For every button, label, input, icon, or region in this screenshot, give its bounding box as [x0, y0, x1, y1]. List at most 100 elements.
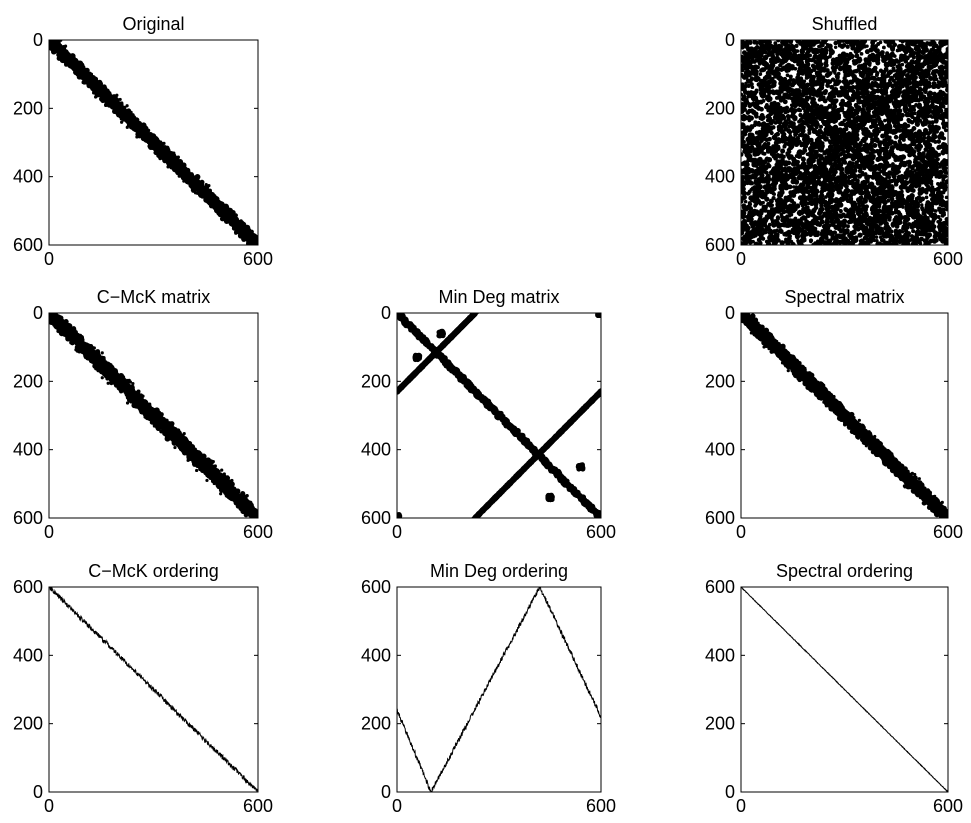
data-point	[746, 83, 751, 88]
data-point	[261, 239, 264, 242]
data-point	[65, 52, 69, 56]
data-point	[91, 88, 96, 93]
data-point	[758, 130, 763, 135]
data-point	[156, 150, 160, 154]
data-point	[818, 124, 824, 129]
plot-area	[741, 40, 948, 245]
data-point	[236, 223, 240, 227]
data-point	[133, 124, 137, 128]
data-point	[885, 51, 890, 56]
data-point	[907, 164, 913, 169]
data-point	[80, 62, 84, 66]
data-point	[811, 242, 815, 245]
data-point	[51, 36, 55, 40]
data-point	[119, 102, 123, 106]
data-point	[118, 115, 123, 119]
data-point	[936, 219, 940, 224]
data-point	[239, 227, 246, 234]
data-point	[211, 201, 215, 205]
data-point	[204, 192, 208, 196]
data-point	[936, 215, 941, 219]
data-point	[135, 135, 139, 139]
y-tick-label: 400	[13, 167, 43, 187]
data-point	[784, 105, 790, 110]
data-point	[156, 143, 162, 149]
data-point	[158, 140, 163, 144]
data-point	[199, 182, 205, 187]
data-point	[813, 226, 818, 231]
data-point	[147, 133, 151, 138]
data-point	[82, 72, 88, 77]
data-point	[195, 174, 199, 178]
data-point	[207, 184, 211, 188]
data-point	[167, 157, 171, 162]
data-point	[80, 68, 85, 73]
data-point	[154, 151, 158, 155]
data-point	[92, 91, 96, 95]
data-point	[75, 69, 80, 73]
data-point	[120, 120, 124, 124]
data-point	[241, 236, 245, 240]
data-point	[50, 36, 54, 40]
data-point	[243, 228, 247, 232]
data-point	[71, 66, 77, 72]
data-point	[819, 219, 825, 225]
data-point	[233, 225, 240, 232]
data-point	[839, 120, 845, 127]
data-point	[815, 179, 822, 185]
data-point	[233, 213, 238, 218]
data-point	[124, 118, 128, 122]
data-point	[928, 75, 934, 82]
data-point	[893, 134, 899, 140]
data-point	[125, 125, 129, 129]
data-point	[140, 123, 145, 127]
data-point	[52, 40, 58, 45]
data-point	[838, 209, 843, 214]
data-point	[50, 40, 54, 44]
data-point	[110, 94, 114, 98]
data-point	[872, 142, 878, 149]
data-point	[141, 135, 145, 139]
data-point	[190, 178, 194, 182]
data-point	[194, 181, 199, 185]
data-point	[875, 239, 879, 243]
data-point	[131, 115, 135, 119]
data-point	[870, 40, 876, 46]
data-point	[100, 91, 105, 96]
data-point	[257, 242, 258, 244]
data-point	[223, 209, 229, 214]
data-point	[227, 218, 233, 224]
data-point	[50, 47, 54, 52]
data-point	[54, 47, 60, 53]
data-point	[136, 130, 140, 134]
data-point	[143, 137, 149, 143]
data-point	[175, 165, 179, 169]
data-point	[904, 68, 908, 73]
data-point	[771, 242, 777, 245]
data-point	[263, 239, 266, 242]
data-point	[870, 211, 875, 216]
data-point	[105, 90, 111, 96]
data-point	[930, 185, 935, 190]
data-point	[204, 182, 208, 187]
data-point	[148, 139, 152, 143]
data-point	[73, 60, 78, 66]
data-point	[44, 42, 48, 46]
x-tick-label: 0	[44, 249, 54, 269]
data-point	[87, 83, 91, 87]
data-point	[891, 78, 896, 83]
data-point	[158, 157, 162, 161]
data-point	[137, 132, 141, 137]
data-point	[111, 103, 115, 108]
data-point	[215, 206, 219, 211]
data-point	[226, 213, 230, 217]
data-point	[172, 151, 176, 155]
data-point	[58, 48, 63, 53]
data-point	[239, 219, 243, 223]
data-point	[78, 73, 82, 77]
panel-title: Shuffled	[812, 14, 878, 34]
data-point	[151, 139, 157, 144]
data-point	[182, 179, 186, 183]
data-point	[54, 42, 60, 49]
data-point	[253, 238, 257, 242]
